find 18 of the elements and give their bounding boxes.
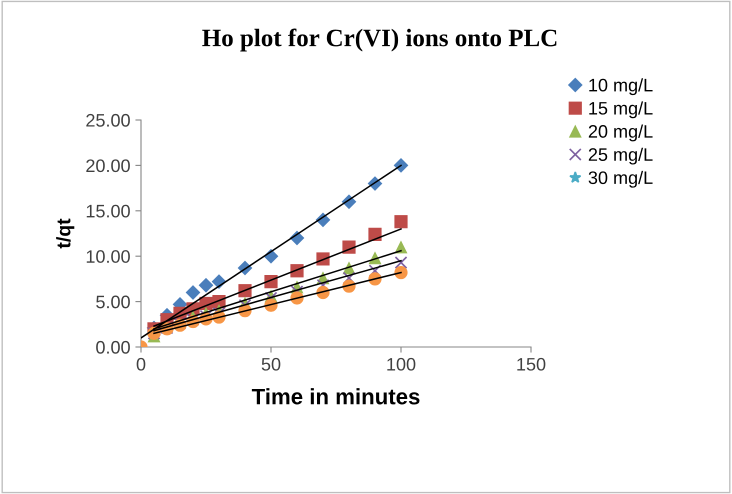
y-tick-label: 25.00 [86,114,130,127]
y-tick-label: 15.00 [86,204,130,218]
y-tick-label: 5.00 [96,296,130,308]
legend-label: 15 mg/L [589,101,653,118]
y-tick-label: 0.00 [96,340,130,354]
legend-label: 20 mg/L [588,124,653,142]
x-axis-title: Time in minutes [252,388,420,404]
x-tick-label: 0 [136,358,146,371]
y-tick-label: 10.00 [86,250,130,263]
legend-label: 10 mg/L [589,78,653,96]
x-tick-label: 50 [262,358,280,371]
y-tick-label: 20.00 [86,159,130,172]
x-tick-label: 150 [517,358,546,371]
legend-label: 30 mg/L [588,170,653,188]
x-tick-label: 100 [387,358,416,371]
chart-title: Ho plot for Cr(VI) ions onto PLC [202,28,556,52]
y-axis-title: t/qt [56,218,74,248]
legend-label: 25 mg/L [588,148,653,165]
